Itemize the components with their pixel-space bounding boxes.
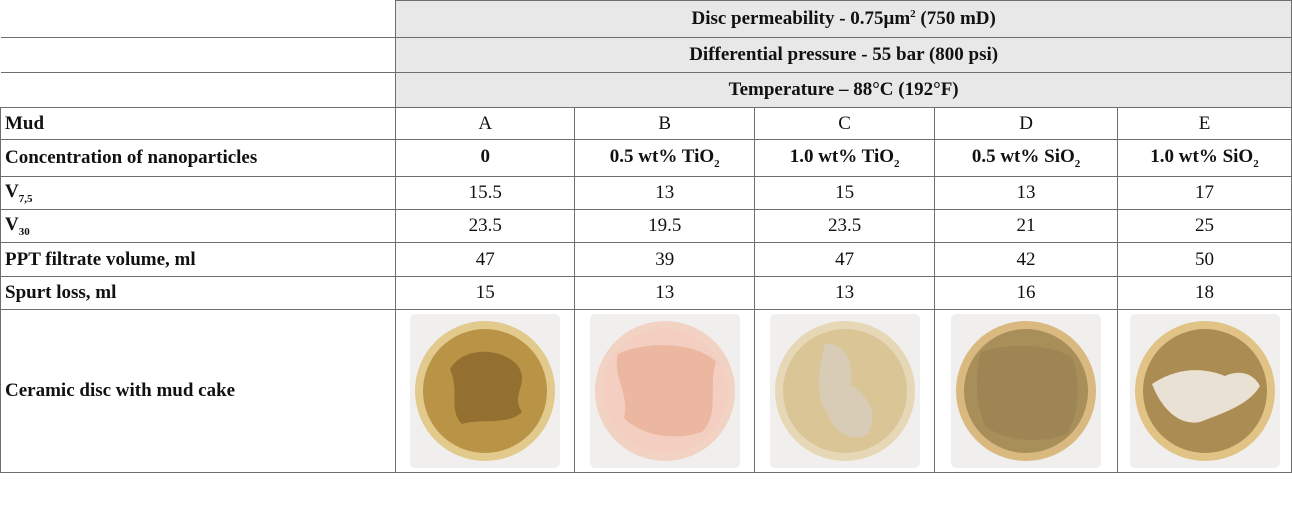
corner-blank bbox=[0, 37, 396, 73]
cell-ppt-b: 39 bbox=[574, 242, 756, 277]
disc-photo-b bbox=[589, 314, 740, 468]
cell-concentration-a: 0 bbox=[395, 139, 576, 177]
cell-v30-e: 25 bbox=[1117, 209, 1292, 243]
cell-concentration-d: 0.5 wt% SiO2 bbox=[934, 139, 1119, 177]
row-label-ppt: PPT filtrate volume, ml bbox=[0, 242, 397, 277]
cell-v30-d: 21 bbox=[934, 209, 1119, 243]
disc-cake-patch bbox=[976, 345, 1078, 441]
row-label-spurt: Spurt loss, ml bbox=[0, 276, 397, 310]
disc-photo-d bbox=[951, 314, 1102, 468]
row-ppt: PPT filtrate volume, ml 47 39 47 42 50 bbox=[0, 242, 1292, 277]
disc-cell-e bbox=[1117, 309, 1292, 473]
cell-mud-b: B bbox=[574, 107, 756, 140]
cell-v75-a: 15.5 bbox=[395, 176, 576, 210]
header-temperature: Temperature – 88°C (192°F) bbox=[395, 72, 1292, 108]
row-disc: Ceramic disc with mud cake bbox=[0, 309, 1292, 473]
disc-cake-patch bbox=[1151, 370, 1260, 423]
disc-cell-a bbox=[395, 309, 576, 473]
cell-v75-d: 13 bbox=[934, 176, 1119, 210]
cell-v75-c: 15 bbox=[754, 176, 936, 210]
disc-cell-b bbox=[574, 309, 756, 473]
row-v30: V30 23.5 19.5 23.5 21 25 bbox=[0, 209, 1292, 243]
row-label-v30: V30 bbox=[0, 209, 397, 243]
row-label-disc: Ceramic disc with mud cake bbox=[0, 309, 397, 473]
disc-photo-c bbox=[769, 314, 920, 468]
row-concentration: Concentration of nanoparticles 0 0.5 wt%… bbox=[0, 139, 1292, 177]
cell-concentration-b: 0.5 wt% TiO2 bbox=[574, 139, 756, 177]
header-pressure: Differential pressure - 55 bar (800 psi) bbox=[395, 37, 1292, 73]
disc-cell-d bbox=[934, 309, 1119, 473]
row-label-v75: V7,5 bbox=[0, 176, 397, 210]
cell-spurt-a: 15 bbox=[395, 276, 576, 310]
row-mud: Mud A B C D E bbox=[0, 107, 1292, 140]
disc-cell-c bbox=[754, 309, 936, 473]
corner-blank bbox=[0, 0, 396, 38]
disc-photo-e bbox=[1129, 314, 1280, 468]
cell-ppt-a: 47 bbox=[395, 242, 576, 277]
cell-v30-a: 23.5 bbox=[395, 209, 576, 243]
cell-spurt-c: 13 bbox=[754, 276, 936, 310]
disc-cake-patch bbox=[818, 343, 872, 438]
cell-ppt-c: 47 bbox=[754, 242, 936, 277]
cell-spurt-d: 16 bbox=[934, 276, 1119, 310]
cell-ppt-d: 42 bbox=[934, 242, 1119, 277]
cell-mud-c: C bbox=[754, 107, 936, 140]
row-label-mud: Mud bbox=[0, 107, 397, 140]
disc-cake-patch bbox=[450, 351, 523, 424]
corner-blank bbox=[0, 72, 396, 108]
cell-concentration-c: 1.0 wt% TiO2 bbox=[754, 139, 936, 177]
cell-ppt-e: 50 bbox=[1117, 242, 1292, 277]
cell-mud-d: D bbox=[934, 107, 1119, 140]
cell-v30-b: 19.5 bbox=[574, 209, 756, 243]
cell-spurt-b: 13 bbox=[574, 276, 756, 310]
row-spurt: Spurt loss, ml 15 13 13 16 18 bbox=[0, 276, 1292, 310]
cell-spurt-e: 18 bbox=[1117, 276, 1292, 310]
disc-photo-a bbox=[410, 314, 561, 468]
cell-mud-e: E bbox=[1117, 107, 1292, 140]
cell-v75-e: 17 bbox=[1117, 176, 1292, 210]
row-v75: V7,5 15.5 13 15 13 17 bbox=[0, 176, 1292, 210]
cell-v30-c: 23.5 bbox=[754, 209, 936, 243]
cell-v75-b: 13 bbox=[574, 176, 756, 210]
header-permeability: Disc permeability - 0.75μm2 (750 mD) bbox=[395, 0, 1292, 38]
cell-concentration-e: 1.0 wt% SiO2 bbox=[1117, 139, 1292, 177]
disc-cake-patch bbox=[616, 345, 716, 437]
mud-filtration-table: Disc permeability - 0.75μm2 (750 mD) Dif… bbox=[0, 0, 1292, 473]
cell-mud-a: A bbox=[395, 107, 576, 140]
row-label-concentration: Concentration of nanoparticles bbox=[0, 139, 397, 177]
